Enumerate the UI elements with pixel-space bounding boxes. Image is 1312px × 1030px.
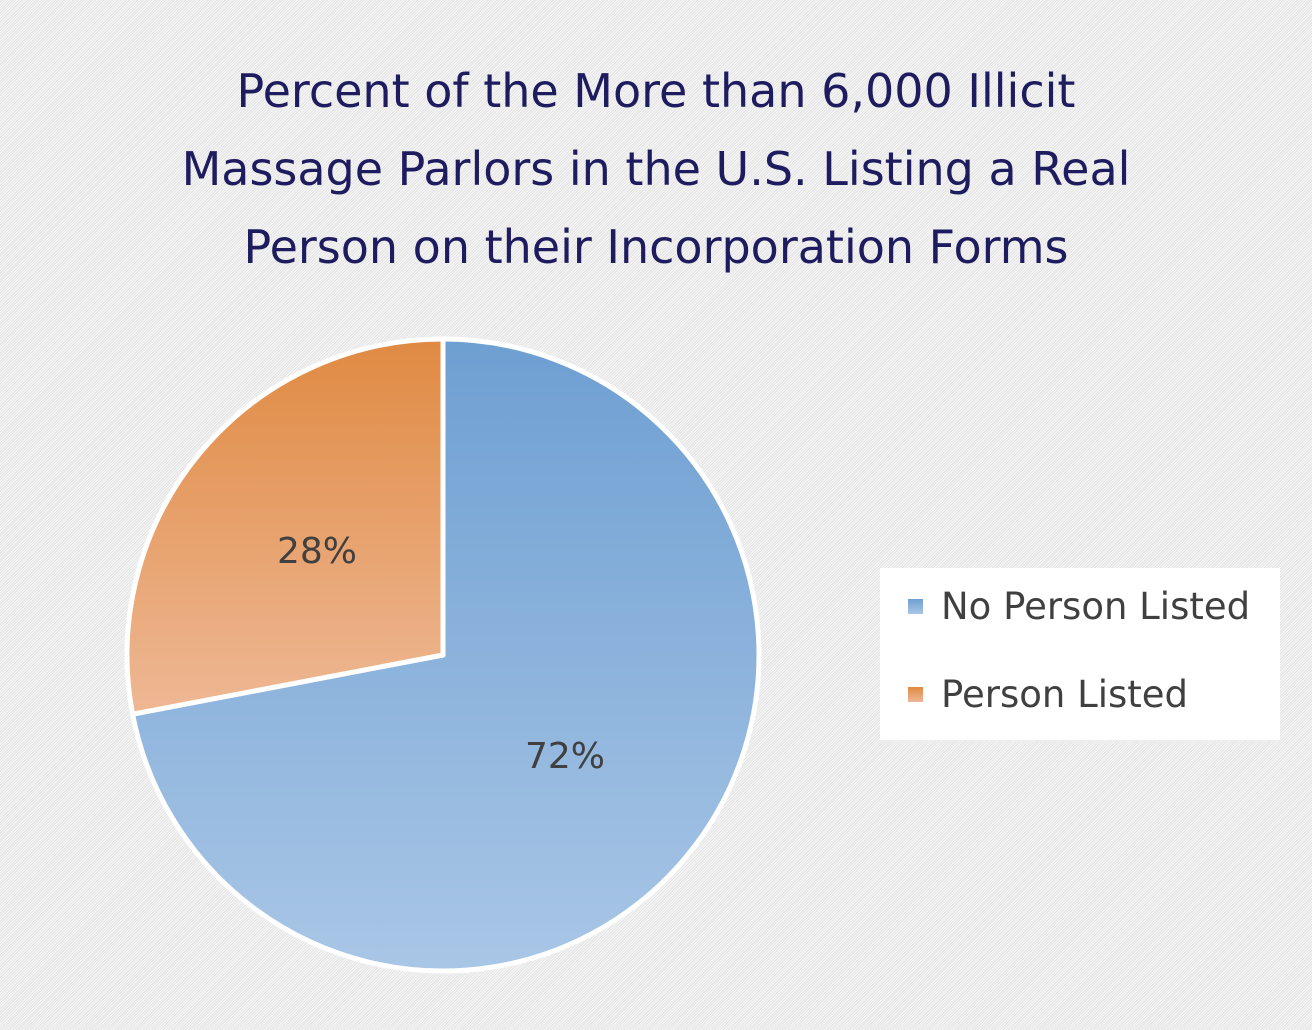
chart-title: Percent of the More than 6,000 Illicit M…: [120, 52, 1192, 286]
chart-title-line-2: Massage Parlors in the U.S. Listing a Re…: [181, 142, 1131, 196]
legend-item-person-listed: Person Listed: [908, 672, 1189, 716]
legend-label-person-listed: Person Listed: [941, 672, 1189, 716]
legend: No Person Listed Person Listed: [880, 568, 1280, 740]
chart-title-line-1: Percent of the More than 6,000 Illicit: [236, 64, 1076, 118]
pie-slice-person-listed: [124, 336, 446, 717]
pie-slice-no-person-listed: [130, 336, 762, 974]
legend-label-no-person-listed: No Person Listed: [941, 584, 1251, 628]
data-label-no-person-listed: 72%: [525, 736, 605, 777]
pie-data-labels: 72% 28%: [277, 531, 605, 777]
pie-slices: [124, 336, 762, 974]
data-label-person-listed: 28%: [277, 531, 357, 572]
legend-swatch-person-listed: [908, 686, 923, 702]
legend-item-no-person-listed: No Person Listed: [908, 584, 1251, 628]
chart-title-line-3: Person on their Incorporation Forms: [243, 220, 1069, 274]
legend-swatch-no-person-listed: [908, 598, 923, 614]
